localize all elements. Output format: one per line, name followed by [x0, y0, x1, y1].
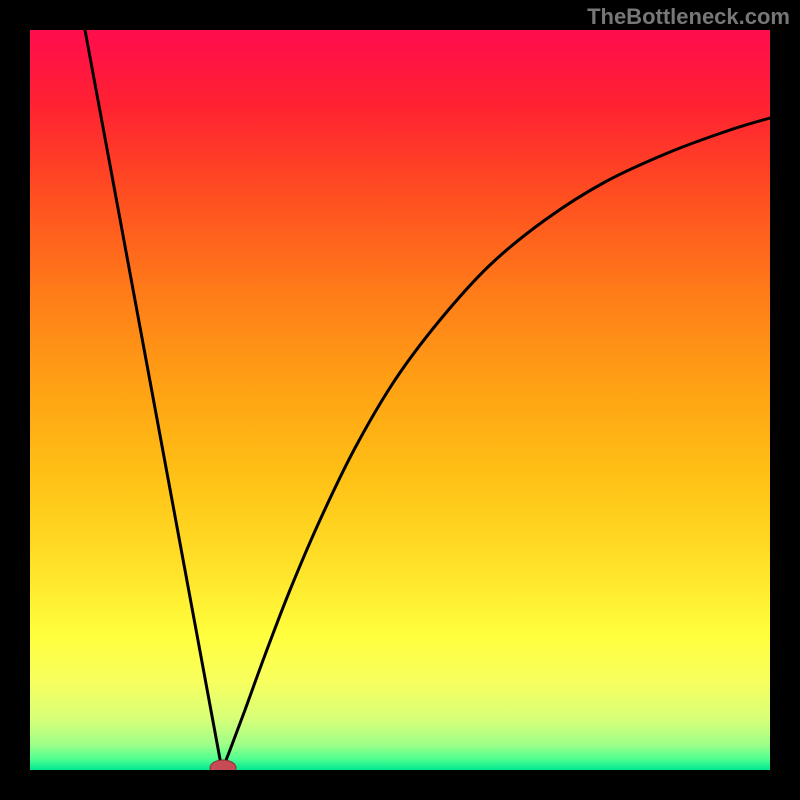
bottleneck-chart	[0, 0, 800, 800]
watermark-text: TheBottleneck.com	[587, 4, 790, 30]
chart-container: TheBottleneck.com	[0, 0, 800, 800]
plot-gradient	[30, 30, 770, 770]
